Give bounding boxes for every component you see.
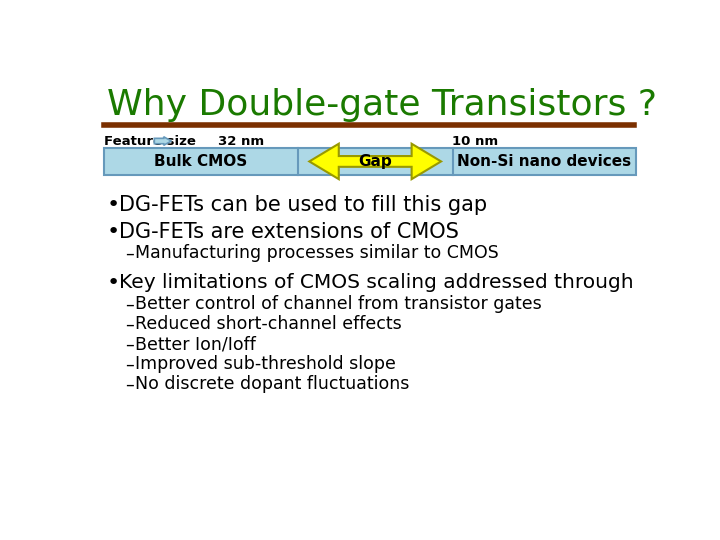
Text: •: • bbox=[107, 195, 120, 215]
Text: –: – bbox=[125, 375, 134, 393]
Text: DG-FETs can be used to fill this gap: DG-FETs can be used to fill this gap bbox=[120, 195, 487, 215]
Text: Non-Si nano devices: Non-Si nano devices bbox=[457, 154, 631, 169]
Text: –: – bbox=[125, 335, 134, 353]
Text: •: • bbox=[107, 222, 120, 242]
Text: 10 nm: 10 nm bbox=[452, 134, 498, 147]
Text: Key limitations of CMOS scaling addressed through: Key limitations of CMOS scaling addresse… bbox=[120, 273, 634, 292]
Text: –: – bbox=[125, 245, 134, 262]
Text: Manufacturing processes similar to CMOS: Manufacturing processes similar to CMOS bbox=[135, 245, 499, 262]
Text: Why Double-gate Transistors ?: Why Double-gate Transistors ? bbox=[107, 88, 657, 122]
FancyBboxPatch shape bbox=[104, 148, 636, 175]
Text: –: – bbox=[125, 295, 134, 313]
Polygon shape bbox=[154, 137, 171, 145]
Text: Better control of channel from transistor gates: Better control of channel from transisto… bbox=[135, 295, 541, 313]
Text: Better Ion/Ioff: Better Ion/Ioff bbox=[135, 335, 256, 353]
Text: Gap: Gap bbox=[359, 154, 392, 169]
Text: 32 nm: 32 nm bbox=[218, 134, 264, 147]
Text: –: – bbox=[125, 315, 134, 333]
Text: Reduced short-channel effects: Reduced short-channel effects bbox=[135, 315, 402, 333]
Polygon shape bbox=[310, 144, 441, 179]
Text: –: – bbox=[125, 355, 134, 373]
Text: •: • bbox=[107, 273, 120, 293]
Text: Feature size: Feature size bbox=[104, 134, 196, 147]
Text: Improved sub-threshold slope: Improved sub-threshold slope bbox=[135, 355, 396, 373]
Text: DG-FETs are extensions of CMOS: DG-FETs are extensions of CMOS bbox=[120, 222, 459, 242]
Text: Bulk CMOS: Bulk CMOS bbox=[154, 154, 248, 169]
Text: No discrete dopant fluctuations: No discrete dopant fluctuations bbox=[135, 375, 410, 393]
